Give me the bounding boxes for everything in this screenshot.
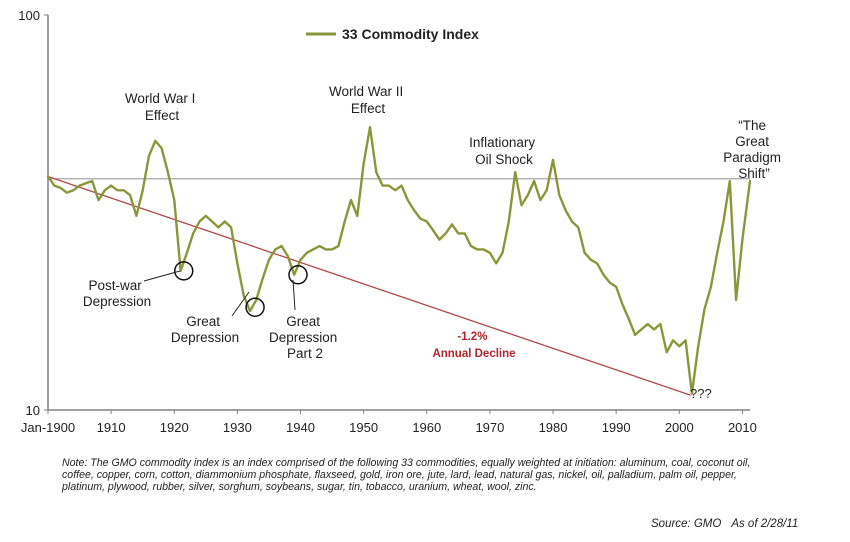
annotation-ww1-line2: Effect (145, 108, 180, 123)
x-tick-label: 1910 (97, 420, 126, 435)
x-tick-label: Jan-1900 (21, 420, 75, 435)
annotation-postwar-line2: Depression (83, 294, 151, 309)
annotation-ww1-line1: World War I (125, 91, 196, 106)
trend-line (47, 175, 691, 396)
x-ticks: Jan-1900 1910 1920 1930 1940 1950 1960 1970 1980… (21, 410, 757, 435)
annotation-paradigm-line2: Great (735, 134, 769, 149)
leader-great2 (292, 279, 296, 311)
annotation-ww1: World War I Effect (125, 91, 199, 123)
annotation-great-depression: Great Depression (171, 314, 239, 345)
annotation-decline-line2: Annual Decline (432, 348, 515, 360)
x-tick-label: 1930 (223, 420, 252, 435)
x-tick-label: 2000 (665, 420, 694, 435)
leader-postwar (143, 270, 181, 282)
x-tick-label: 1920 (160, 420, 189, 435)
circled-low-marker (173, 261, 194, 281)
circled-low-marker (245, 297, 265, 318)
x-tick-label: 1980 (539, 420, 568, 435)
annotations: World War I Effect World War II Effect I… (83, 84, 785, 401)
commodity-index-chart: Jan-1900 1910 1920 1930 1940 1950 1960 1970 1980… (18, 8, 785, 435)
annotation-great2-line1: Great (286, 314, 320, 329)
annotation-oil-line2: Oil Shock (475, 152, 533, 167)
annotation-decline-line1: -1.2% (457, 331, 487, 343)
annotation-great-depression-2: Great Depression Part 2 (269, 314, 341, 361)
y-tick-label: 100 (18, 8, 40, 23)
x-tick-label: 2010 (728, 420, 757, 435)
leader-great (231, 291, 250, 317)
legend-label: 33 Commodity Index (342, 26, 479, 42)
annotation-great2-line3: Part 2 (287, 346, 323, 361)
x-tick-label: 1970 (475, 420, 504, 435)
annotation-great-line2: Depression (171, 330, 239, 345)
annotation-great2-line2: Depression (269, 330, 337, 345)
annotation-ww2-line1: World War II (329, 84, 403, 99)
circled-low-marker (288, 264, 308, 285)
annotation-oil-shock: Inflationary Oil Shock (469, 135, 539, 167)
annotation-paradigm-line1: “The (738, 118, 766, 133)
annotation-question-marks: ??? (690, 386, 712, 401)
annotation-great-line1: Great (186, 314, 220, 329)
annotation-paradigm-line4: Shift” (738, 166, 770, 181)
source-line: Source: GMO As of 2/28/11 (651, 518, 798, 530)
annotation-oil-line1: Inflationary (469, 135, 535, 150)
annotation-paradigm-shift: “The Great Paradigm Shift” (723, 118, 785, 181)
x-tick-label: 1940 (286, 420, 315, 435)
annotation-paradigm-line3: Paradigm (723, 150, 781, 165)
circled-lows (173, 261, 308, 318)
annotation-postwar-depression: Post-war Depression (83, 278, 151, 309)
y-tick-label: 10 (26, 403, 40, 418)
y-ticks: 100 10 (18, 8, 48, 418)
index-series-line (46, 125, 752, 395)
axes: Jan-1900 1910 1920 1930 1940 1950 1960 1970 1980… (18, 8, 757, 435)
annotation-postwar-line1: Post-war (88, 278, 142, 293)
as-of-date: As of 2/28/11 (731, 518, 799, 530)
legend: 33 Commodity Index (306, 26, 479, 42)
annotation-ww2: World War II Effect (329, 84, 407, 116)
source-label: Source: GMO (651, 518, 722, 530)
annotation-annual-decline: -1.2% Annual Decline (432, 331, 515, 360)
x-tick-label: 1950 (349, 420, 378, 435)
x-tick-label: 1990 (602, 420, 631, 435)
annotation-leader-lines (143, 270, 296, 317)
footnote: Note: The GMO commodity index is an inde… (62, 457, 751, 493)
x-tick-label: 1960 (412, 420, 441, 435)
annotation-ww2-line2: Effect (351, 101, 386, 116)
